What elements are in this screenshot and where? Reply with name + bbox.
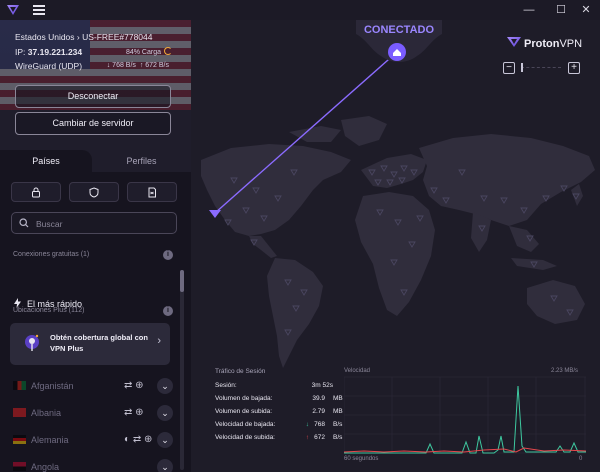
country-list-panel: Buscar Conexiones gratuitas (1) i El más… xyxy=(0,172,191,472)
zoom-out-button[interactable]: − xyxy=(503,62,515,74)
zoom-slider[interactable] xyxy=(521,67,561,68)
map-canvas xyxy=(201,20,595,368)
hamburger-menu-icon[interactable] xyxy=(32,3,46,17)
fastest-label: El más rápido xyxy=(27,299,83,309)
stat-download-speed: Velocidad de bajada: ↓ 768 B/s xyxy=(215,421,343,428)
session-traffic-title: Tráfico de Sesión xyxy=(215,368,266,375)
scrollbar-thumb[interactable] xyxy=(180,270,184,292)
info-icon[interactable]: i xyxy=(163,250,173,260)
country-item-alemania[interactable]: Alemania ◐ ⇄ ⊕ ⌄ xyxy=(0,427,178,453)
proton-vpn-logo-icon xyxy=(7,5,19,15)
ip-address: IP: 37.19.221.234 xyxy=(15,47,83,57)
filter-secure-core-button[interactable] xyxy=(11,182,61,202)
country-item-afganistan[interactable]: Afganistán ⇄ ⊕ ⌄ xyxy=(0,373,178,399)
session-traffic-panel: Tráfico de Sesión Sesión: 3m 52s Volumen … xyxy=(201,362,591,467)
chevron-down-icon[interactable]: ⌄ xyxy=(157,459,173,472)
brand-logo: ProtonVPN xyxy=(507,36,582,50)
shield-icon xyxy=(89,187,99,198)
info-icon[interactable]: i xyxy=(163,306,173,316)
speed-chart-max: 2.23 MB/s xyxy=(551,368,579,374)
arrow-down-icon: ↓ xyxy=(305,421,309,428)
minimize-button[interactable]: — xyxy=(523,4,535,16)
document-icon xyxy=(148,187,156,198)
connection-status-banner: CONECTADO xyxy=(356,20,442,66)
country-name: Albania xyxy=(31,408,62,418)
sidebar: Estados Unidos › US-FREE#778044 IP: 37.1… xyxy=(0,20,191,472)
speed-chart-xlabel: 60 segundos xyxy=(344,456,379,462)
speed-chart xyxy=(344,376,586,454)
arrow-up-icon: ↑ xyxy=(305,434,309,441)
fastest-server-item[interactable]: El más rápido xyxy=(13,298,82,309)
upgrade-text: Obtén cobertura global con VPN Plus xyxy=(50,333,148,353)
close-button[interactable]: ✕ xyxy=(581,4,591,16)
filter-p2p-button[interactable] xyxy=(127,182,177,202)
feature-icons: ◐ ⇄ ⊕ xyxy=(124,434,153,445)
search-icon xyxy=(19,218,29,228)
flag-icon xyxy=(13,381,26,390)
globe-pin-icon xyxy=(25,334,39,351)
flag-icon xyxy=(13,408,26,417)
tab-profiles[interactable]: Perfiles xyxy=(126,156,157,166)
chevron-down-icon[interactable]: ⌄ xyxy=(157,378,173,394)
load-gauge-icon xyxy=(164,47,172,55)
chevron-right-icon: › xyxy=(157,335,161,347)
scrollbar[interactable] xyxy=(180,270,184,470)
country-item-albania[interactable]: Albania ⇄ ⊕ ⌄ xyxy=(0,400,178,426)
filter-netshield-button[interactable] xyxy=(69,182,119,202)
title-bar: — ☐ ✕ xyxy=(0,0,600,20)
country-name: Angola xyxy=(31,462,60,472)
flag-icon xyxy=(13,462,26,471)
zoom-slider-handle[interactable] xyxy=(521,63,523,72)
country-name: Afganistán xyxy=(31,381,74,391)
proton-vpn-logo-icon xyxy=(507,37,521,47)
lock-icon xyxy=(32,187,40,198)
country-item-angola[interactable]: Angola ⌄ xyxy=(0,454,178,472)
plus-locations-header: Ubicaciones Plus (112) xyxy=(13,307,85,314)
transfer-rates: ↓ 768 B/s ↑ 672 B/s xyxy=(106,62,169,69)
speed-chart-end: 0 xyxy=(579,456,583,462)
search-placeholder: Buscar xyxy=(36,219,63,229)
feature-icons: ⇄ ⊕ xyxy=(124,407,144,418)
protocol-label: WireGuard (UDP) xyxy=(15,61,83,71)
flag-icon xyxy=(13,435,26,444)
country-name: Alemania xyxy=(31,435,69,445)
zoom-in-button[interactable]: + xyxy=(568,62,580,74)
server-load: 84% Carga xyxy=(126,47,172,56)
maximize-button[interactable]: ☐ xyxy=(556,4,566,16)
upgrade-banner[interactable]: Obtén cobertura global con VPN Plus › xyxy=(10,323,170,365)
stat-download-volume: Volumen de bajada: 39.9 MB xyxy=(215,395,343,402)
home-icon[interactable] xyxy=(389,43,405,59)
stat-upload-volume: Volumen de subida: 2.79 MB xyxy=(215,408,343,415)
disconnect-button[interactable]: Desconectar xyxy=(15,85,171,108)
stat-upload-speed: Velocidad de subida: ↑ 672 B/s xyxy=(215,434,343,441)
connection-status: CONECTADO xyxy=(363,24,435,36)
chevron-down-icon[interactable]: ⌄ xyxy=(157,405,173,421)
chevron-down-icon[interactable]: ⌄ xyxy=(157,432,173,448)
change-server-button[interactable]: Cambiar de servidor xyxy=(15,112,171,135)
stat-session: Sesión: 3m 52s xyxy=(215,382,333,389)
feature-icons: ⇄ ⊕ xyxy=(124,380,144,391)
connected-server-marker[interactable] xyxy=(209,210,221,218)
speed-chart-title: Velocidad xyxy=(344,368,371,374)
free-connections-header: Conexiones gratuitas (1) xyxy=(13,251,90,258)
connection-status-panel: Estados Unidos › US-FREE#778044 IP: 37.1… xyxy=(0,20,191,150)
bolt-icon xyxy=(14,298,21,308)
server-name: Estados Unidos › US-FREE#778044 xyxy=(15,32,153,42)
world-map[interactable]: CONECTADO ProtonVPN − + Tráfico de Sesió… xyxy=(191,20,600,472)
search-input[interactable]: Buscar xyxy=(11,212,177,234)
